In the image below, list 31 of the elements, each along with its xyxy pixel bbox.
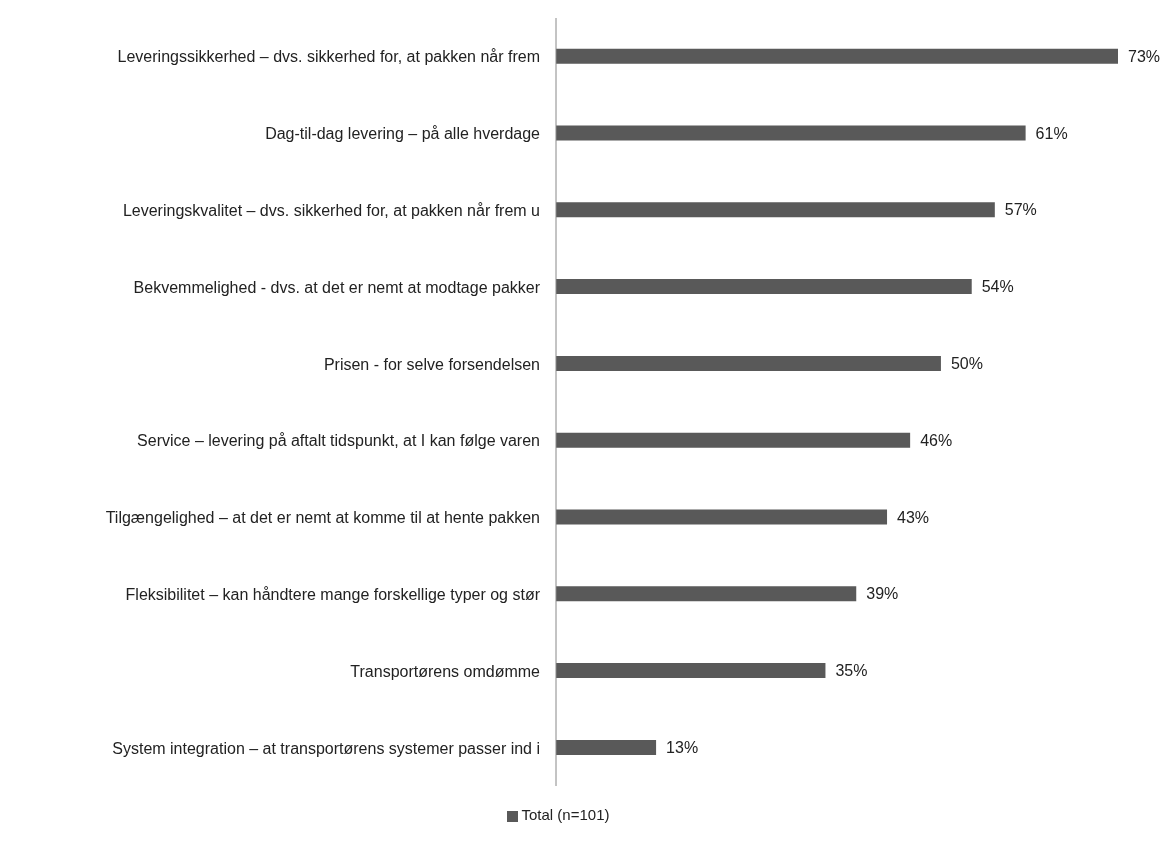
y-tick-label: Prisen - for selve forsendelsen bbox=[323, 355, 540, 373]
y-tick-label: System integration – at transportørens systemer passer ind i bbox=[112, 739, 540, 757]
y-tick-label: Leveringskvalitet – dvs. sikkerhed for, at pakken når frem u bbox=[122, 201, 540, 219]
data-label: 57% bbox=[1004, 201, 1037, 219]
data-label: 46% bbox=[920, 431, 953, 449]
data-label: 50% bbox=[950, 354, 983, 372]
bar bbox=[556, 432, 911, 448]
y-tick-label: Tilgængelighed – at det er nemt at komme til at hente pakken bbox=[105, 508, 540, 526]
data-label: 43% bbox=[897, 508, 930, 526]
y-tick-label: Service – levering på aftalt tidspunkt, at I kan følge varen bbox=[137, 431, 540, 449]
data-label: 61% bbox=[1035, 124, 1068, 142]
data-label: 54% bbox=[981, 278, 1014, 296]
y-tick-label: Leveringssikkerhed – dvs. sikkerhed for, at pakken når frem bbox=[117, 47, 540, 65]
bar bbox=[556, 279, 972, 295]
bar bbox=[556, 202, 995, 218]
y-tick-label: Bekvemmelighed - dvs. at det er nemt at modtage pakker bbox=[133, 278, 541, 296]
y-tick-label: Transportørens omdømme bbox=[350, 662, 541, 680]
bar bbox=[556, 663, 826, 679]
data-label: 35% bbox=[835, 662, 868, 680]
bar bbox=[556, 355, 941, 371]
data-label: 39% bbox=[866, 585, 899, 603]
y-tick-label: Fleksibilitet – kan håndtere mange forskellige typer og stør bbox=[125, 585, 541, 603]
bar bbox=[556, 509, 888, 525]
data-label: 13% bbox=[666, 738, 699, 756]
data-label: 73% bbox=[1128, 47, 1161, 65]
bar bbox=[556, 125, 1026, 141]
y-tick-label: Dag-til-dag levering – på alle hverdage bbox=[265, 124, 541, 142]
legend-label: Total (n=101) bbox=[521, 806, 610, 823]
bar bbox=[556, 48, 1118, 64]
bar bbox=[556, 586, 857, 602]
bar bbox=[556, 739, 657, 755]
